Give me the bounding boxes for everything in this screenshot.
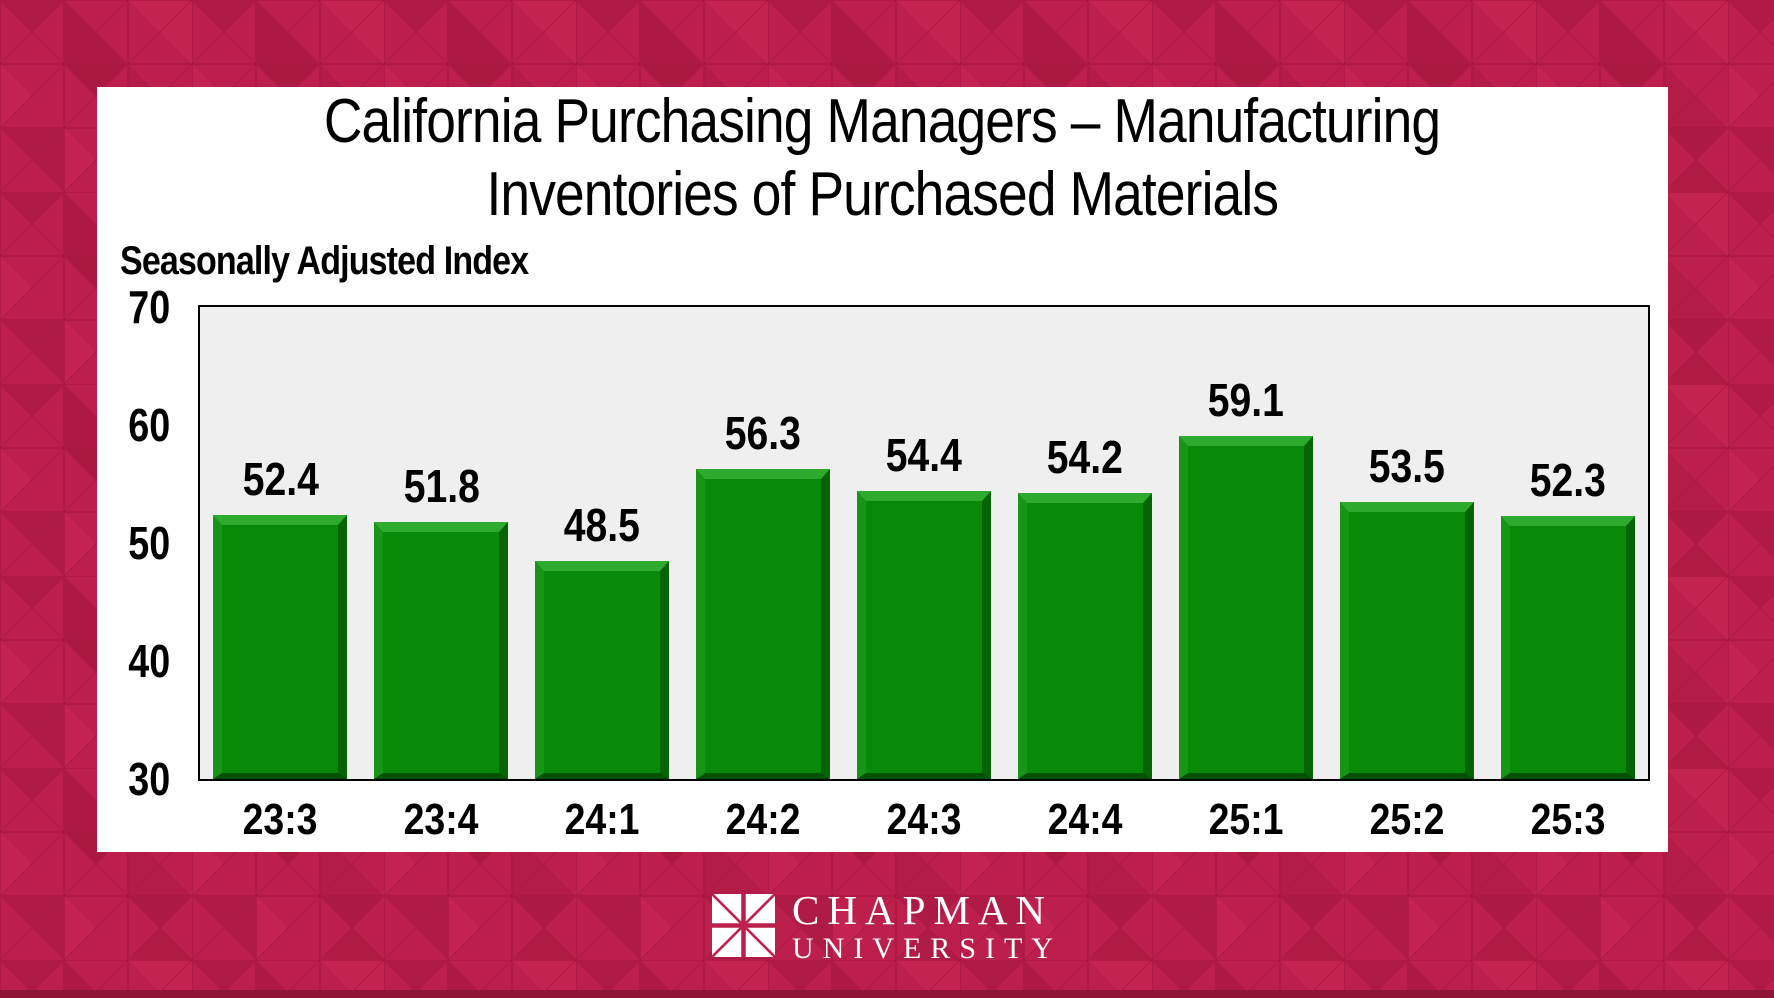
chapman-window-icon xyxy=(712,894,775,957)
axis-unit-label: Seasonally Adjusted Index xyxy=(120,239,529,283)
bar-24:3 xyxy=(857,491,991,779)
x-axis-tick-label: 24:1 xyxy=(564,795,640,844)
logo-text: CHAPMAN UNIVERSITY xyxy=(792,880,1062,965)
bar-24:1 xyxy=(535,560,670,779)
y-axis-tick-label: 30 xyxy=(128,753,170,805)
bar-value-label: 54.4 xyxy=(885,429,963,482)
bar-value-label: 52.4 xyxy=(242,452,319,505)
chart-title-line1: California Purchasing Managers – Manufac… xyxy=(324,87,1441,156)
bar-value-label: 54.2 xyxy=(1046,431,1123,484)
chart-panel: California Purchasing Managers – Manufac… xyxy=(97,87,1668,852)
bar-value-label: 53.5 xyxy=(1368,439,1445,492)
bar-25:2 xyxy=(1339,501,1474,779)
x-axis-tick-label: 25:1 xyxy=(1208,795,1284,844)
bottom-accent-strip xyxy=(0,990,1774,998)
y-axis-tick-label: 50 xyxy=(128,517,170,569)
x-axis-tick-label: 25:3 xyxy=(1530,795,1605,844)
x-axis-tick-label: 25:2 xyxy=(1369,795,1445,844)
bar-24:4 xyxy=(1017,493,1152,779)
y-axis-tick-label: 60 xyxy=(128,399,170,451)
chart-title: California Purchasing Managers – Manufac… xyxy=(97,85,1668,231)
bar-value-label: 56.3 xyxy=(725,406,802,459)
chart-title-line2: Inventories of Purchased Materials xyxy=(486,160,1280,229)
bar-25:1 xyxy=(1178,435,1313,779)
x-axis-tick-label: 23:3 xyxy=(242,795,318,844)
y-axis-tick-label: 40 xyxy=(128,635,170,687)
x-axis-tick-label: 24:3 xyxy=(886,795,962,844)
bar-value-label: 52.3 xyxy=(1529,453,1606,506)
footer-logo: CHAPMAN UNIVERSITY xyxy=(0,880,1774,980)
chart-dynamic-layer: 70 60 50 40 30 52.4 23:3 51.8 23:4 48.5 24:1 56.3 24… xyxy=(97,87,1668,852)
y-axis-tick-label: 70 xyxy=(128,281,170,333)
bar-23:4 xyxy=(374,521,509,779)
bar-25:3 xyxy=(1500,515,1635,779)
bar-23:3 xyxy=(213,514,348,779)
bar-value-label: 48.5 xyxy=(564,498,641,551)
logo-university-name: CHAPMAN xyxy=(792,887,1054,933)
bar-24:2 xyxy=(696,468,831,779)
x-axis-tick-label: 24:2 xyxy=(725,795,801,844)
x-axis-tick-label: 23:4 xyxy=(403,795,479,844)
bar-value-label: 59.1 xyxy=(1207,373,1284,426)
logo-university-sub: UNIVERSITY xyxy=(792,932,1062,965)
x-axis-tick-label: 24:4 xyxy=(1047,795,1123,844)
bar-value-label: 51.8 xyxy=(403,459,480,512)
